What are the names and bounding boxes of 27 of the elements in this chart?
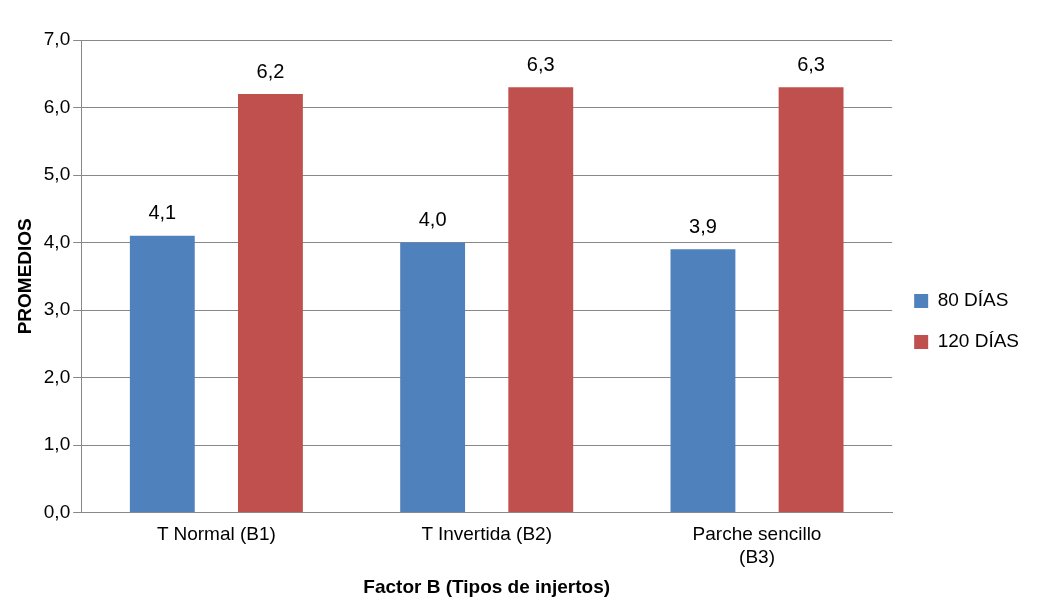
x-tick-label: Parche sencillo (B3) xyxy=(692,523,822,568)
bar xyxy=(508,87,574,513)
y-tick-label: 1,0 xyxy=(43,433,71,455)
data-label: 6,2 xyxy=(256,59,285,82)
y-tick-label: 7,0 xyxy=(43,28,71,50)
y-tick-label: 3,0 xyxy=(43,298,71,320)
y-tick-label: 4,0 xyxy=(43,230,71,252)
data-label: 6,3 xyxy=(526,52,555,75)
y-tick-label: 5,0 xyxy=(43,163,71,185)
bar xyxy=(670,249,736,513)
data-label: 4,0 xyxy=(418,208,447,231)
legend-label: 80 DÍAS xyxy=(937,289,1009,311)
x-axis-title: Factor B (Tipos de injertos) xyxy=(363,575,611,597)
bar xyxy=(129,235,195,513)
x-tick-label: T Normal (B1) xyxy=(156,523,276,545)
bar xyxy=(400,242,466,513)
y-tick-label: 0,0 xyxy=(43,500,71,522)
y-tick-label: 6,0 xyxy=(43,95,71,117)
legend-label: 120 DÍAS xyxy=(937,330,1019,352)
bar xyxy=(238,94,303,513)
y-tick-label: 2,0 xyxy=(43,365,71,387)
x-tick-label: T Invertida (B2) xyxy=(421,523,552,545)
data-label: 6,3 xyxy=(797,52,825,75)
bar xyxy=(778,87,844,513)
y-axis-title: PROMEDIOS xyxy=(13,218,35,335)
data-label: 3,9 xyxy=(689,214,717,237)
data-label: 4,1 xyxy=(148,201,177,224)
